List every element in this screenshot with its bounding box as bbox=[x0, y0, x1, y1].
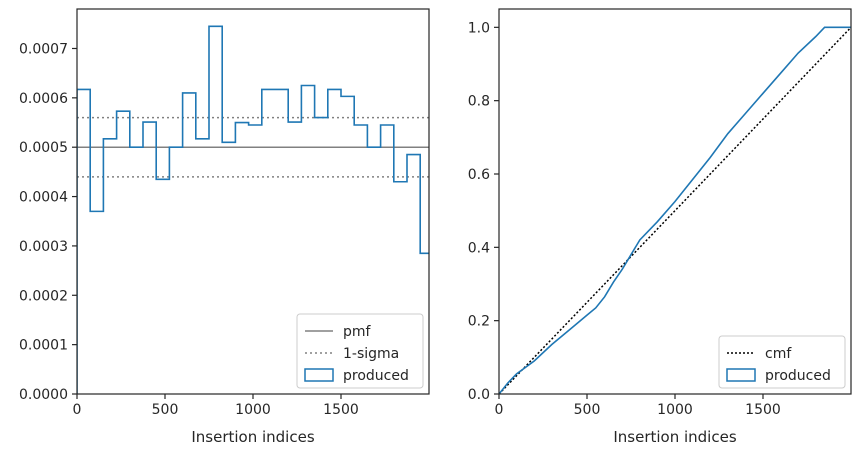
histogram-produced bbox=[77, 25, 429, 394]
y-tick-label: 0.0006 bbox=[19, 91, 68, 107]
y-tick-label: 0.0005 bbox=[19, 140, 68, 156]
x-tick-label: 0 bbox=[495, 402, 504, 418]
cmf-line bbox=[499, 26, 851, 394]
legend: pmf 1-sigma produced bbox=[296, 313, 424, 389]
right-cumulative-panel: 0 500 1000 1500 0.0 0.2 0.4 0.6 0.8 1.0 Insertion … bbox=[468, 8, 852, 446]
y-tick-label: 0.0000 bbox=[19, 387, 68, 403]
y-tick-label: 0.0002 bbox=[19, 288, 68, 304]
legend-label: pmf bbox=[343, 324, 372, 340]
produced-line bbox=[499, 26, 851, 394]
legend-handle-produced bbox=[304, 368, 334, 382]
legend-label: 1-sigma bbox=[343, 346, 399, 362]
x-tick-label: 1500 bbox=[323, 402, 359, 418]
y-tick-label: 0.4 bbox=[468, 240, 490, 256]
y-tick-label: 0.8 bbox=[468, 94, 490, 110]
left-histogram-panel: 0 500 1000 1500 0.0000 0.0001 0.0002 0.0003 0.00… bbox=[19, 8, 430, 446]
y-tick-label: 0.0 bbox=[468, 387, 490, 403]
y-tick-label: 0.0003 bbox=[19, 239, 68, 255]
x-tick-label: 500 bbox=[574, 402, 601, 418]
x-axis-label: Insertion indices bbox=[613, 428, 736, 446]
x-tick-label: 0 bbox=[73, 402, 82, 418]
legend-box bbox=[718, 335, 846, 389]
y-tick-label: 0.2 bbox=[468, 314, 490, 330]
y-tick-label: 0.6 bbox=[468, 167, 490, 183]
plot-area bbox=[499, 26, 851, 394]
y-tick-label: 0.0004 bbox=[19, 190, 68, 206]
legend: cmf produced bbox=[718, 335, 846, 389]
x-tick-label: 1000 bbox=[657, 402, 693, 418]
plot-area bbox=[77, 25, 429, 394]
y-tick-label: 0.0001 bbox=[19, 338, 68, 354]
y-tick-label: 1.0 bbox=[468, 20, 490, 36]
legend-label: produced bbox=[765, 368, 831, 384]
legend-handle-produced bbox=[726, 368, 756, 382]
legend-label: cmf bbox=[765, 346, 792, 362]
legend-label: produced bbox=[343, 368, 409, 384]
x-tick-label: 1500 bbox=[745, 402, 781, 418]
x-tick-label: 1000 bbox=[235, 402, 271, 418]
y-tick-label: 0.0007 bbox=[19, 41, 68, 57]
x-tick-label: 500 bbox=[152, 402, 179, 418]
x-axis-label: Insertion indices bbox=[191, 428, 314, 446]
